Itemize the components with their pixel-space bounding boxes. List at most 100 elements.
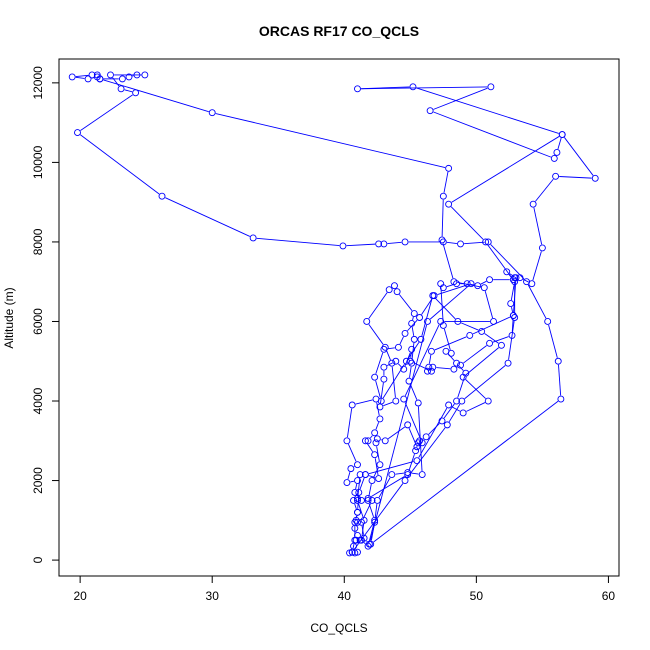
data-point [504,359,512,367]
data-point [447,349,455,357]
series-line-segment [355,483,358,490]
data-point [371,518,379,526]
series-line-segment [369,324,428,541]
data-point [388,359,396,367]
data-point [417,335,425,343]
series-line-segment [386,362,393,366]
series-line-segment [355,399,373,405]
data-point [141,71,149,79]
series-line-segment [446,241,457,244]
series-line-segment [511,319,514,332]
y-tick-label: 4000 [31,387,45,414]
x-axis-label: CO_QCLS [310,621,367,635]
series-line-segment [75,76,85,79]
data-point [554,357,562,365]
y-tick-label: 0 [31,556,45,563]
data-point [408,345,416,353]
series-line-segment [411,326,415,336]
series-line-segment [527,284,547,319]
series-line-segment [421,298,433,337]
data-point [414,439,422,447]
data-point [343,437,351,445]
data-point [365,540,373,548]
data-point [424,318,431,325]
series-line-segment [409,366,412,378]
data-point [351,489,359,496]
series-line-segment [443,403,455,419]
data-point [358,518,365,526]
data-point [458,397,466,405]
series-line-segment [511,306,514,313]
data-point [558,131,566,139]
series-line-segment [354,503,357,510]
data-point [371,373,379,381]
data-point [354,85,361,93]
series-line-segment [375,352,384,374]
data-point [486,339,494,347]
data-point [84,75,92,83]
series-line-segment [433,111,552,158]
series-line-segment [359,477,365,490]
data-point [343,479,351,486]
data-point [418,471,426,479]
data-point [208,109,216,117]
data-point [480,284,488,292]
data-point [418,439,426,447]
data-point [371,516,379,524]
series-line-segment [165,197,251,237]
data-point [355,489,363,496]
data-point [466,331,474,339]
data-point [467,280,475,288]
series-line-segment [256,237,340,247]
data-point [404,469,412,477]
data-point [368,477,376,485]
data-point [553,149,561,156]
data-point [511,274,519,282]
series-line-segment [361,86,488,90]
series-line-segment [347,408,353,438]
series-line-segment [399,336,404,345]
data-point [453,359,460,367]
data-point [350,496,357,504]
series-line-segment [409,384,418,400]
data-point [392,357,400,365]
data-point [412,447,420,455]
series-line-segment [386,350,391,361]
series-line-segment [557,137,562,150]
series-line-segment [428,423,440,435]
x-tick-label: 40 [338,589,352,603]
y-tick-label: 6000 [31,308,45,335]
data-point [372,439,380,447]
series-line-segment [548,324,558,358]
series-line-segment [80,94,133,131]
series-line-segment [387,426,406,440]
series-line-segment [408,428,416,444]
data-point [96,75,104,83]
data-point [388,471,396,479]
plot-area [68,71,599,557]
data-point [125,73,133,81]
data-point [413,457,421,465]
data-point [405,377,413,385]
data-point [426,107,434,115]
data-point [487,83,495,91]
data-point [484,397,492,405]
y-tick-label: 8000 [31,228,45,255]
data-point [408,320,416,327]
data-point [406,357,414,365]
series-line-segment [466,402,486,412]
x-tick-label: 20 [73,589,87,603]
series-line-segment [558,364,562,396]
data-point [368,496,376,504]
data-point [375,240,383,248]
data-point [482,238,490,246]
data-point [348,548,356,556]
series-line-segment [373,400,559,543]
data-point [402,357,410,365]
series-line-segment [441,199,444,237]
series-line-segment [347,443,357,462]
series-line-segment [380,382,384,404]
series-line-segment [416,87,559,134]
data-point [339,242,347,250]
